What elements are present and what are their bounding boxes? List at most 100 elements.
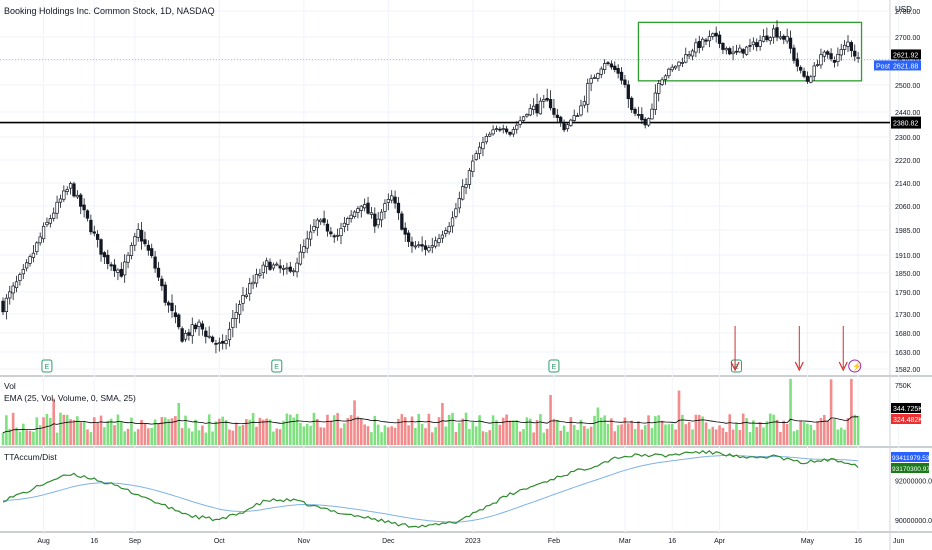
volume-bar: [343, 423, 346, 445]
volume-bar: [562, 425, 566, 445]
candle-body: [447, 225, 451, 233]
candle-body: [842, 44, 847, 50]
price-tick-label: 2500.00: [895, 83, 920, 90]
volume-bar: [184, 415, 187, 445]
candle-body: [761, 36, 766, 42]
candle-body: [150, 248, 154, 257]
volume-bar: [518, 431, 522, 445]
volume-bar: [15, 427, 18, 445]
ttaccum-ma-line: [2, 454, 859, 523]
candle-body: [251, 281, 255, 285]
candle-body: [562, 122, 566, 131]
candle-body: [41, 225, 46, 240]
candle-body: [4, 297, 9, 313]
candle-body: [349, 214, 353, 219]
candle-body: [646, 118, 651, 126]
candle-body: [315, 219, 319, 229]
candle-body: [812, 65, 816, 77]
candle-body: [538, 100, 543, 115]
volume-bar: [79, 422, 83, 445]
candle-body: [619, 71, 624, 81]
horizontal-level[interactable]: 2380.82: [0, 116, 921, 129]
volume-bar: [687, 422, 691, 445]
candle-body: [85, 210, 90, 219]
candle-body: [116, 269, 120, 273]
candle-body: [474, 153, 478, 160]
volume-bar: [346, 418, 350, 445]
volume-bar: [197, 430, 201, 445]
volume-bar: [336, 413, 339, 445]
ttaccum-ma-badge: [891, 463, 929, 473]
volume-bar: [116, 414, 120, 445]
price-tick-label: 2060.00: [895, 204, 920, 211]
volume-bar: [59, 412, 62, 445]
volume-bar: [245, 419, 248, 445]
candle-body: [177, 314, 181, 328]
candle-body: [596, 73, 600, 79]
volume-bar: [160, 417, 164, 445]
price-tick-label: 2140.00: [895, 181, 920, 188]
volume-bar: [397, 418, 400, 445]
earnings-icon: [41, 359, 53, 373]
volume-bar: [464, 412, 468, 445]
candle-body: [420, 244, 424, 247]
candle-body: [227, 328, 232, 341]
volume-bar: [816, 420, 819, 445]
volume-bar: [329, 420, 333, 445]
candle-body: [427, 247, 431, 252]
candle-body: [72, 183, 76, 197]
price-tick-label: 1630.00: [895, 350, 920, 357]
candle-body: [18, 274, 22, 281]
candle-body: [146, 244, 150, 251]
volume-bar: [322, 427, 326, 445]
candle-body: [701, 38, 705, 48]
volume-bar: [103, 427, 106, 445]
candle-body: [295, 262, 299, 273]
volume-bar: [275, 428, 279, 445]
volume-bar: [96, 422, 99, 445]
volume-bar: [238, 426, 241, 445]
candle-body: [782, 35, 786, 40]
range-box[interactable]: [637, 21, 863, 82]
last-price-label: 2621.92: [893, 52, 918, 59]
candle-body: [775, 27, 779, 38]
volume-bar: [143, 423, 147, 445]
volume-bar: [556, 419, 559, 445]
volume-bar: [190, 431, 194, 445]
dividend-icon-glyph: ⚡: [852, 361, 862, 371]
candle-body: [126, 254, 130, 263]
volume-bar: [130, 417, 133, 445]
volume-bar: [49, 417, 52, 445]
volume-bar: [8, 428, 12, 445]
volume-bar: [241, 424, 245, 445]
time-tick-label: 16: [90, 538, 98, 545]
price-tick-label: 2440.00: [895, 110, 920, 117]
volume-bar: [606, 423, 610, 445]
time-tick-label: 16: [668, 538, 676, 545]
candle-body: [254, 274, 259, 284]
candle-body: [52, 212, 56, 219]
candle-body: [461, 186, 465, 200]
candle-body: [373, 213, 377, 227]
volume-bar: [204, 432, 208, 445]
volume-bar: [89, 432, 93, 445]
last-price-badge: [891, 49, 921, 60]
volume-bar: [833, 418, 836, 445]
volume-bar: [525, 417, 529, 445]
candle-body: [45, 222, 49, 226]
candle-body: [491, 129, 495, 135]
candle-body: [21, 269, 25, 275]
volume-bar: [174, 416, 177, 445]
volume-bar: [630, 420, 633, 445]
candle-body: [734, 50, 739, 53]
volume-bar: [180, 428, 184, 445]
candle-body: [839, 49, 843, 56]
candle-body: [440, 234, 445, 239]
candle-body: [400, 213, 404, 230]
volume-bar: [221, 416, 224, 445]
volume-bar: [681, 414, 684, 445]
candle-body: [214, 343, 218, 345]
volume-bar: [660, 420, 664, 445]
volume-bar: [272, 431, 275, 445]
volume-bar: [42, 417, 45, 445]
